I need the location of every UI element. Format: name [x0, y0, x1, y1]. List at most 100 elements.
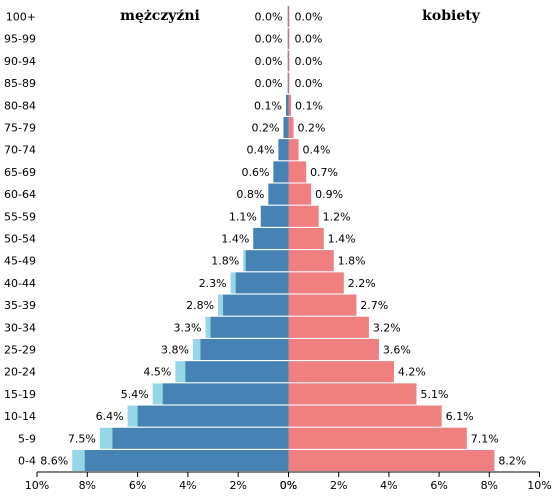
female-value-label: 1.2%: [323, 210, 351, 223]
female-bar: [288, 294, 357, 316]
male-value-label: 4.5%: [143, 366, 171, 379]
female-value-label: 0.9%: [315, 188, 343, 201]
female-bar: [288, 272, 344, 294]
male-bar: [287, 6, 289, 27]
male-bar: [253, 228, 289, 249]
female-bar: [288, 72, 290, 94]
male-value-label: 6.4%: [96, 410, 124, 423]
male-bar: [112, 427, 289, 449]
male-bar: [200, 339, 289, 360]
female-title: kobiety: [422, 8, 481, 24]
age-group-label: 10-14: [4, 410, 36, 423]
female-value-labels: 8.2% 7.1% 6.1% 5.1% 4.2% 3.6% 3.2% 2.7% 2.2% 1.8%…: [295, 11, 527, 468]
x-tick-label: 8%: [79, 479, 96, 492]
female-bar: [288, 50, 290, 72]
age-group-label: 60-64: [4, 188, 36, 201]
age-group-label: 25-29: [4, 344, 36, 357]
female-value-label: 2.7%: [360, 299, 388, 312]
male-bar: [210, 316, 289, 338]
male-bar: [287, 28, 289, 50]
female-value-label: 1.8%: [338, 255, 366, 268]
female-value-label: 3.6%: [383, 344, 411, 357]
male-value-label: 8.6%: [40, 455, 68, 468]
male-value-label: 3.3%: [174, 321, 202, 334]
female-bar: [288, 28, 290, 50]
age-group-label: 35-39: [4, 299, 36, 312]
age-group-label: 5-9: [18, 432, 36, 445]
x-tick-label: 2%: [330, 479, 347, 492]
female-bars: [288, 6, 495, 471]
female-value-label: 7.1%: [471, 432, 499, 445]
male-bar: [185, 361, 289, 383]
male-value-label: 2.3%: [199, 277, 227, 290]
age-group-label: 95-99: [4, 33, 36, 46]
male-value-label: 0.6%: [241, 166, 269, 179]
male-value-label: 0.8%: [236, 188, 264, 201]
male-value-label: 1.1%: [229, 210, 257, 223]
female-value-label: 4.2%: [398, 366, 426, 379]
x-tick-label: 10%: [25, 479, 49, 492]
age-group-label: 70-74: [4, 144, 36, 157]
female-bar: [288, 383, 417, 405]
age-group-label: 55-59: [4, 210, 36, 223]
age-group-label: 65-69: [4, 166, 36, 179]
male-bar: [223, 294, 289, 316]
male-value-label: 0.0%: [255, 11, 283, 24]
male-bar: [278, 139, 289, 161]
x-tick-label: 4%: [179, 479, 196, 492]
male-bar: [268, 183, 289, 205]
x-tick-label: 10%: [527, 479, 551, 492]
female-bar: [288, 117, 294, 138]
male-value-label: 7.5%: [68, 432, 96, 445]
male-bar: [245, 250, 289, 272]
male-bars: [84, 6, 289, 471]
age-group-label: 30-34: [4, 321, 36, 334]
female-bar: [288, 6, 290, 27]
male-value-labels: 8.6%7.5%6.4% 5.4% 4.5% 3.8% 3.3% 2.8% 2.3% 1.8%…: [40, 11, 282, 468]
male-value-label: 3.8%: [161, 344, 189, 357]
age-group-label: 85-89: [4, 77, 36, 90]
female-bar: [288, 94, 292, 116]
x-tick-label: 4%: [380, 479, 397, 492]
x-axis: 10% 8% 6% 4% 2% 0%0% 2% 4% 6% 8% 10%: [25, 471, 552, 492]
x-tick-label: 6%: [430, 479, 447, 492]
age-group-label: 90-94: [4, 55, 36, 68]
female-bar: [288, 361, 394, 383]
male-bar: [260, 205, 289, 227]
male-value-label: 0.1%: [254, 99, 282, 112]
age-group-label: 0-4: [18, 455, 36, 468]
age-group-label: 20-24: [4, 366, 36, 379]
female-bar: [288, 161, 307, 183]
male-bar: [162, 383, 289, 405]
male-bar: [283, 117, 289, 138]
age-group-label: 80-84: [4, 99, 36, 112]
male-value-label: 5.4%: [121, 388, 149, 401]
female-bar: [288, 316, 369, 338]
male-value-label: 0.4%: [246, 144, 274, 157]
age-group-label: 100+: [6, 11, 36, 24]
age-group-label: 75-79: [4, 122, 36, 135]
female-value-label: 0.7%: [310, 166, 338, 179]
x-tick-label: 2%: [229, 479, 246, 492]
female-value-label: 0.0%: [295, 33, 323, 46]
female-value-label: 0.2%: [298, 122, 326, 135]
x-tick-label: 0%: [280, 479, 297, 492]
male-value-label: 0.0%: [255, 55, 283, 68]
female-value-label: 1.4%: [328, 233, 356, 246]
x-tick-label: 8%: [481, 479, 498, 492]
female-value-label: 0.4%: [303, 144, 331, 157]
age-group-label: 45-49: [4, 255, 36, 268]
female-value-label: 3.2%: [373, 321, 401, 334]
male-value-label: 0.2%: [252, 122, 280, 135]
female-bar: [288, 427, 467, 449]
male-value-label: 0.0%: [255, 77, 283, 90]
male-bar: [84, 450, 289, 471]
male-bar: [235, 272, 289, 294]
female-bar: [288, 228, 324, 249]
male-value-label: 2.8%: [186, 299, 214, 312]
male-value-label: 0.0%: [255, 33, 283, 46]
age-group-label: 40-44: [4, 277, 36, 290]
female-value-label: 8.2%: [498, 455, 526, 468]
female-bar: [288, 405, 442, 427]
